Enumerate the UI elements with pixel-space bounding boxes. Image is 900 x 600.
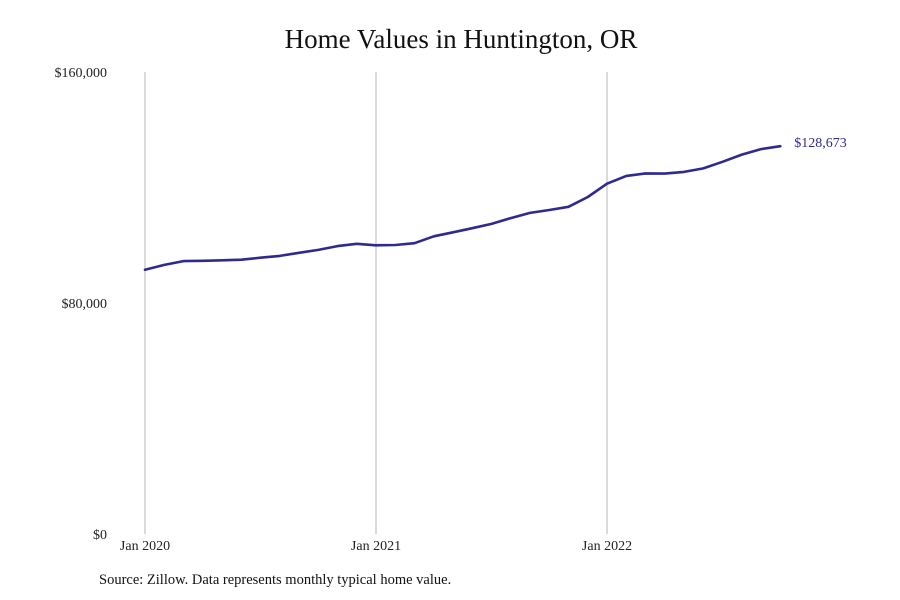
x-tick-label: Jan 2022 [582, 539, 632, 554]
chart-title: Home Values in Huntington, OR [284, 24, 638, 54]
x-axis-ticks: Jan 2020 Jan 2021 Jan 2022 [120, 539, 632, 554]
y-tick-label: $0 [93, 528, 107, 543]
y-tick-label: $80,000 [62, 297, 108, 312]
x-tick-label: Jan 2020 [120, 539, 170, 554]
source-note: Source: Zillow. Data represents monthly … [99, 572, 452, 588]
y-axis-ticks: $0 $80,000 $160,000 [55, 66, 108, 543]
y-tick-label: $160,000 [55, 66, 108, 81]
series-line [143, 144, 782, 272]
end-value-label: $128,673 [794, 136, 847, 151]
gridlines [144, 72, 608, 534]
x-tick-label: Jan 2021 [351, 539, 401, 554]
